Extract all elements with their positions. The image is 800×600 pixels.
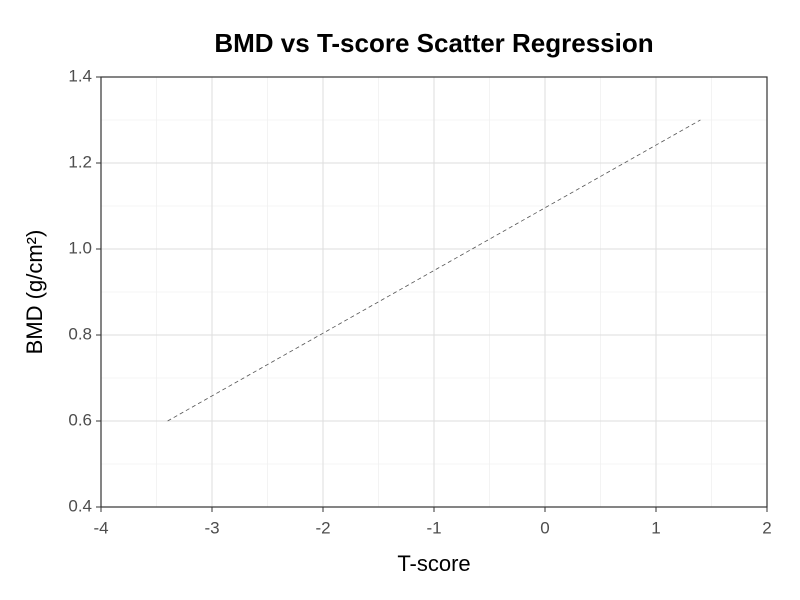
y-tick-label: 1.0	[68, 238, 92, 257]
x-tick-label: 0	[540, 518, 549, 537]
y-tick-label: 0.6	[68, 410, 92, 429]
chart-title: BMD vs T-score Scatter Regression	[214, 28, 653, 58]
y-axis-title: BMD (g/cm²)	[22, 230, 47, 355]
x-tick-label: -1	[426, 518, 441, 537]
regression-line	[167, 119, 701, 422]
y-tick-label: 0.8	[68, 324, 92, 343]
x-tick-label: -3	[204, 518, 219, 537]
x-tick-label: 2	[762, 518, 771, 537]
x-tick-label: -4	[93, 518, 108, 537]
x-tick-label: 1	[651, 518, 660, 537]
y-tick-label: 0.4	[68, 496, 92, 515]
x-tick-label: -2	[315, 518, 330, 537]
plot-border	[100, 76, 768, 508]
x-axis-title: T-score	[397, 551, 470, 576]
y-tick-label: 1.4	[68, 66, 92, 85]
y-tick-label: 1.2	[68, 152, 92, 171]
